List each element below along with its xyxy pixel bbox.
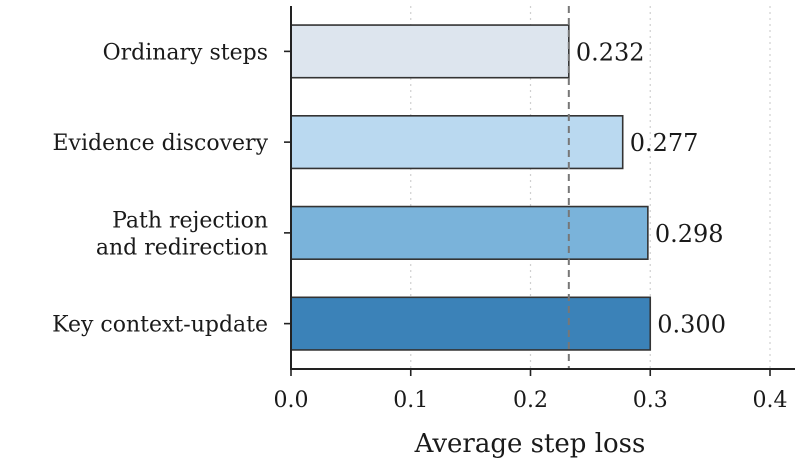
bar — [290, 296, 652, 351]
value-label: 0.232 — [576, 38, 645, 66]
category-label: and redirection — [96, 235, 268, 260]
bar — [290, 24, 570, 79]
value-label: 0.298 — [655, 220, 724, 248]
x-tick-label: 0.3 — [633, 388, 668, 413]
y-ticks: Ordinary steps Evidence discovery Path rej… — [52, 40, 291, 338]
x-tick-label: 0.0 — [274, 388, 309, 413]
bar — [290, 115, 624, 170]
category-label: Ordinary steps — [103, 40, 268, 65]
axes — [290, 6, 795, 370]
x-tick-label: 0.2 — [513, 388, 548, 413]
bars — [290, 24, 652, 351]
x-tick-label: 0.4 — [753, 388, 788, 413]
bar — [290, 205, 649, 260]
value-label: 0.277 — [630, 129, 699, 157]
category-label: Key context-update — [52, 313, 268, 338]
category-label: Path rejection — [112, 208, 268, 233]
value-labels: 0.232 0.277 0.298 0.300 — [576, 38, 726, 338]
value-label: 0.300 — [657, 311, 726, 339]
x-axis-title: Average step loss — [414, 429, 646, 459]
x-ticks: 0.0 0.1 0.2 0.3 0.4 — [274, 369, 788, 413]
category-label: Evidence discovery — [53, 131, 269, 156]
x-tick-label: 0.1 — [393, 388, 428, 413]
